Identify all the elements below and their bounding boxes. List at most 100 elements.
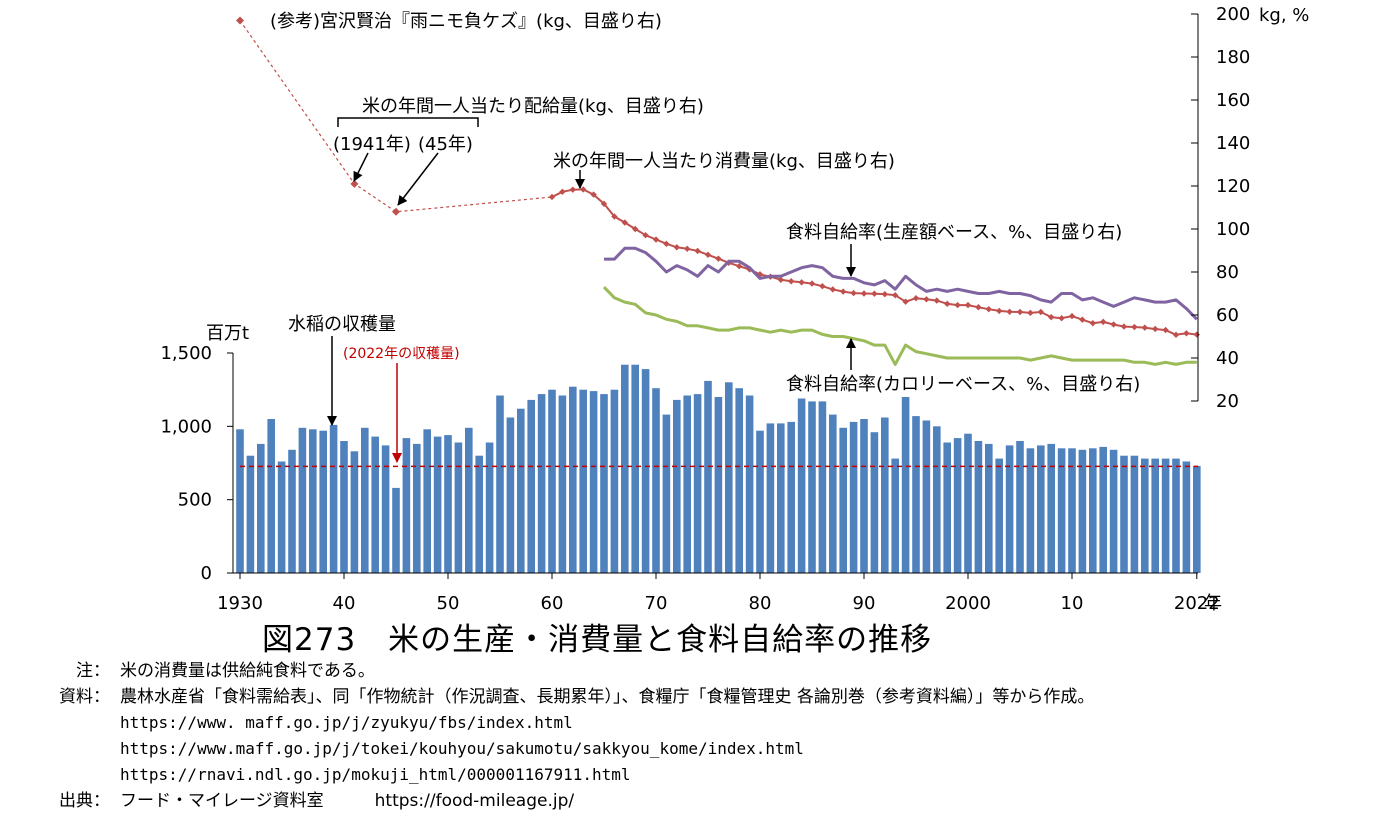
consumption-point-1966 [611,213,618,220]
bar-1959 [537,394,546,573]
bar-1930 [236,429,244,573]
consumption-point-2001 [975,304,982,311]
right-tick-label-80: 80 [1216,262,1239,283]
note-label: 注： [76,661,110,681]
bar-1969 [641,369,650,573]
bar-1961 [558,395,567,573]
consumption-point-1967 [621,219,628,226]
bar-1963 [579,389,587,573]
bar-1989 [849,421,858,573]
consumption-point-2000 [964,301,972,309]
right-tick-label-200: 200 [1216,4,1250,25]
annotation-ration-1941: (1941年) [333,134,411,155]
x-axis-unit-suffix: 年 [1204,593,1222,614]
consumption-point-2020 [1172,331,1180,338]
consumption-point-1994 [902,298,909,305]
consumption-point-1999 [954,301,961,309]
bar-2006 [1026,448,1035,573]
consumption-point-1972 [673,244,680,251]
x-tick-label-1950: 50 [437,593,460,614]
bar-1995 [912,416,920,573]
bar-1983 [787,421,795,573]
consumption-point-1991 [871,290,878,297]
arrow-1941 [353,152,369,182]
annotation-ration: 米の年間一人当たり配給量(kg、目盛り右) [362,96,704,117]
bar-1971 [662,414,671,573]
bar-1974 [693,394,702,573]
bar-1938 [319,430,327,573]
bar-1968 [631,364,639,573]
bar-2012 [1089,448,1097,573]
bar-1949 [433,436,442,573]
note-text: 農林水産省「食料需給表」、同「作物統計（作況調査、長期累年）」、食糧庁「食糧管理… [120,687,1095,707]
bar-1956 [506,417,515,573]
bar-1931 [246,455,255,573]
consumption-point-1975 [704,251,712,258]
bar-1966 [610,389,619,573]
consumption-point-2021 [1183,330,1190,337]
bar-2001 [974,441,983,573]
consumption-point-2003 [996,307,1003,315]
bar-1941 [350,451,359,573]
bar-2005 [1016,441,1024,573]
bar-1936 [298,427,307,573]
right-tick-label-20: 20 [1216,391,1239,412]
consumption-point-1973 [684,245,691,252]
bar-2014 [1109,449,1118,573]
x-tick-label-1960: 60 [541,593,564,614]
bar-1932 [257,443,265,573]
consumption-point-1987 [829,286,836,293]
right-axis-unit: kg, % [1259,5,1309,26]
bar-1944 [381,445,390,573]
left-tick-label-500: 500 [178,490,212,511]
consumption-point-1996 [923,296,930,303]
consumption-point-2006 [1027,309,1034,317]
bar-1947 [413,443,421,573]
consumption-point-1985 [808,280,816,287]
reference-point-1930 [236,16,244,25]
bar-1951 [454,442,463,573]
bar-2009 [1057,448,1066,573]
chart: 1930 40 50 60 70 80 90 2000 10 2022 0 500 1,000 1,50… [160,4,1309,614]
annotation-consumption: 米の年間一人当たり消費量(kg、目盛り右) [553,151,895,172]
bar-1990 [860,419,868,573]
bar-1984 [797,398,806,573]
right-tick-label-160: 160 [1216,90,1250,111]
bar-1950 [444,435,452,573]
consumption-point-2011 [1079,316,1086,323]
bar-2022 [1193,465,1201,573]
consumption-point-1997 [933,297,940,304]
bar-1935 [288,449,296,573]
consumption-point-2017 [1141,324,1148,331]
bar-1988 [839,427,847,573]
left-tick-label-1000: 1,000 [160,416,212,437]
bar-2013 [1099,446,1107,573]
consumption-point-1963 [580,186,587,193]
consumption-point-1984 [798,279,805,286]
x-tick-label-2010: 10 [1061,593,1084,614]
bar-1979 [745,395,754,573]
consumption-point-1989 [850,289,857,297]
consumption-point-2007 [1037,308,1044,316]
bar-1953 [475,455,483,573]
ration-point-1945 [392,207,400,216]
bar-1978 [735,388,743,573]
x-tick-label-1970: 70 [645,593,668,614]
consumption-point-1983 [788,278,795,285]
consumption-point-1960 [548,193,556,201]
x-tick-label-1980: 80 [749,593,772,614]
bar-2020 [1172,458,1180,573]
consumption-point-2004 [1006,308,1013,315]
bar-2007 [1037,445,1045,573]
bar-1945 [392,487,400,573]
right-tick-label-40: 40 [1216,348,1239,369]
annotation-reference-miyazawa: (参考)宮沢賢治『雨ニモ負ケズ』(kg、目盛り右) [270,11,662,32]
bar-1960 [548,389,556,573]
bar-1977 [725,382,733,573]
consumption-point-1974 [694,247,701,255]
right-tick-label-140: 140 [1216,133,1250,154]
bar-1940 [340,441,348,573]
x-tick-label-2000: 2000 [945,593,991,614]
bar-1981 [766,423,775,573]
bar-1955 [496,395,504,573]
